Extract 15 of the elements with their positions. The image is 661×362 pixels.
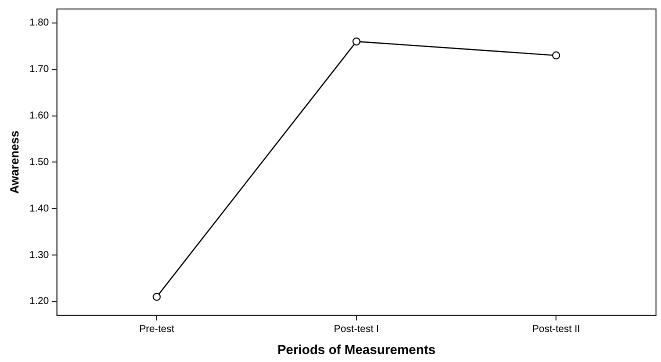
x-tick-label: Post-test II xyxy=(532,324,580,336)
x-tick-label: Pre-test xyxy=(139,324,174,336)
y-tick-label: 1.20 xyxy=(29,296,50,308)
point xyxy=(352,37,360,46)
x-tick-label: Post-test I xyxy=(334,324,379,336)
x-axis-title: Periods of Measurements xyxy=(277,342,436,357)
y-axis-title: Awareness xyxy=(8,130,22,194)
y-tick-label: 1.40 xyxy=(29,203,50,214)
y-tick-label: 1.60 xyxy=(29,110,50,122)
point xyxy=(152,292,161,301)
y-tick-label: 1.50 xyxy=(29,156,50,168)
y-tick-label: 1.80 xyxy=(29,18,50,29)
point xyxy=(552,51,560,60)
y-tick-label: 1.30 xyxy=(29,250,50,261)
y-tick-label: 1.70 xyxy=(29,64,50,76)
